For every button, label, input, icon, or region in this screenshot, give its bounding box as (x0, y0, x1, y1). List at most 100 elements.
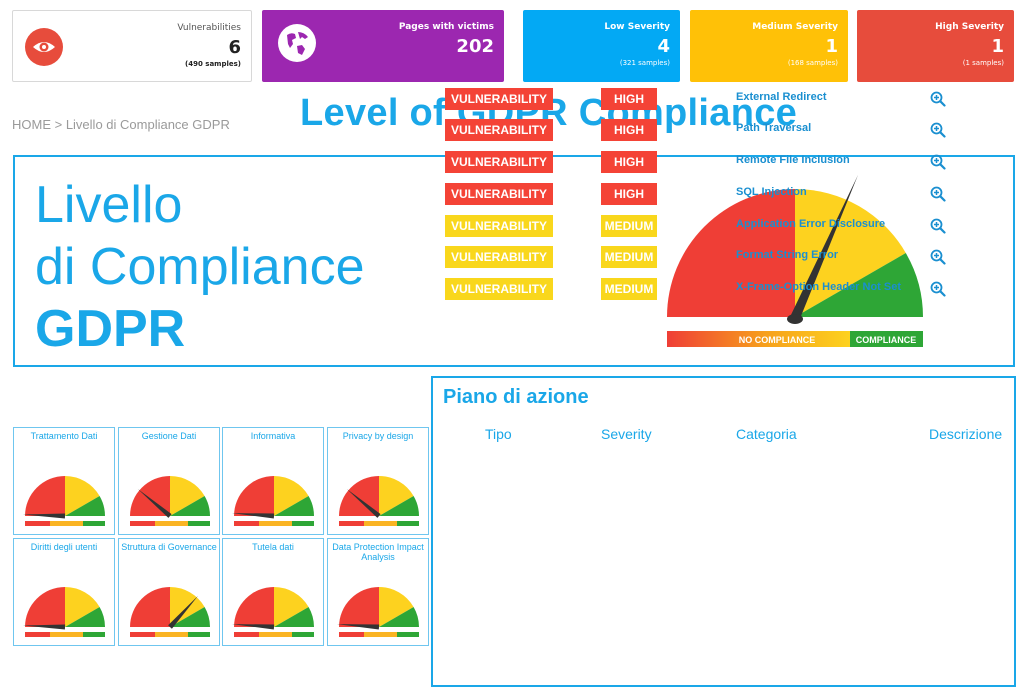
stat-card-vulnerabilities[interactable]: Vulnerabilities 6 (490 samples) (12, 10, 252, 82)
mini-gauge-needle (232, 513, 275, 519)
categoria-link[interactable]: SQL Injection (736, 186, 807, 198)
stat-value: 1 (825, 36, 838, 57)
mini-gauge-card[interactable]: Privacy by design (327, 427, 429, 535)
stat-card-high-severity[interactable]: High Severity 1 (1 samples) (857, 10, 1014, 82)
mini-gauge-dial (337, 587, 419, 637)
mini-gauge-card[interactable]: Diritti degli utenti (13, 538, 115, 646)
action-plan-row: VULNERABILITY HIGH SQL Injection (433, 183, 1014, 205)
globe-icon-badge (278, 24, 316, 62)
mini-gauge-card[interactable]: Struttura di Governance (118, 538, 220, 646)
hero-line-3: GDPR (35, 300, 186, 358)
mini-gauge-title: Informativa (250, 431, 296, 441)
hero-line-2: di Compliance (35, 238, 365, 296)
action-plan-row: VULNERABILITY HIGH Remote File Inclusion (433, 151, 1014, 173)
eye-icon-badge (25, 28, 63, 66)
tipo-badge: VULNERABILITY (445, 119, 553, 141)
hero-line-1: Livello (35, 176, 183, 234)
action-plan-panel: Piano di azione Tipo Severity Categoria … (431, 88, 1016, 687)
tipo-badge: VULNERABILITY (445, 183, 553, 205)
severity-badge: MEDIUM (601, 278, 657, 300)
mini-gauge-dial (130, 587, 210, 637)
action-plan-title: Piano di azione (443, 386, 589, 408)
globe-icon (280, 26, 314, 60)
mini-gauge-card[interactable]: Informativa (222, 427, 324, 535)
severity-badge: HIGH (601, 183, 657, 205)
severity-badge: HIGH (601, 88, 657, 110)
header-tipo: Tipo (485, 426, 512, 442)
stat-value: 6 (228, 37, 241, 58)
categoria-link[interactable]: Remote File Inclusion (736, 154, 850, 166)
header-categoria: Categoria (736, 426, 797, 442)
severity-badge: MEDIUM (601, 246, 657, 268)
severity-badge: HIGH (601, 151, 657, 173)
zoom-in-icon[interactable] (930, 218, 946, 234)
stat-label: Pages with victims (398, 22, 494, 32)
mini-gauge-dial (23, 587, 105, 637)
mini-gauge-title: Gestione Dati (141, 431, 197, 441)
breadcrumb[interactable]: HOME > Livello di Compliance GDPR (12, 117, 230, 132)
stat-value: 202 (456, 36, 494, 57)
mini-gauge-card[interactable]: Data Protection Impact Analysis (327, 538, 429, 646)
tipo-badge: VULNERABILITY (445, 215, 553, 237)
zoom-in-icon[interactable] (930, 186, 946, 202)
categoria-link[interactable]: Format String Error (736, 249, 839, 261)
severity-badge: MEDIUM (601, 215, 657, 237)
mini-gauge-title: Trattamento Dati (30, 431, 98, 441)
mini-gauge-needle (168, 595, 199, 629)
main-compliance-gauge: NO COMPLIANCE COMPLIANCE (667, 175, 923, 347)
action-plan-row: VULNERABILITY HIGH External Redirect (433, 88, 1014, 110)
stat-label: Vulnerabilities (177, 23, 241, 33)
mini-gauge-title: Data Protection Impact Analysis (332, 542, 424, 562)
mini-gauge-needle (23, 513, 66, 519)
categoria-link[interactable]: Path Traversal (736, 122, 812, 134)
stat-label: Medium Severity (752, 22, 838, 32)
zoom-in-icon[interactable] (930, 122, 946, 138)
mini-gauge-card[interactable]: Tutela dati (222, 538, 324, 646)
action-plan-row: VULNERABILITY HIGH Path Traversal (433, 119, 1014, 141)
eye-icon (33, 42, 55, 52)
stat-samples: (1 samples) (962, 59, 1004, 67)
mini-gauge-title: Diritti degli utenti (30, 542, 98, 552)
stat-value: 4 (657, 36, 670, 57)
action-plan-row: VULNERABILITY MEDIUM X-Frame-Option Header… (433, 278, 1014, 300)
stat-label: Low Severity (604, 22, 670, 32)
stat-value: 1 (991, 36, 1004, 57)
action-plan-row: VULNERABILITY MEDIUM Application Error Dis… (433, 215, 1014, 237)
tipo-badge: VULNERABILITY (445, 278, 553, 300)
severity-badge: HIGH (601, 119, 657, 141)
categoria-link[interactable]: External Redirect (736, 91, 827, 103)
categoria-link[interactable]: Application Error Disclosure (736, 218, 886, 230)
mini-gauge-needle (232, 624, 275, 630)
scale-label-no-compliance: NO COMPLIANCE (739, 335, 816, 345)
mini-gauge-dial (232, 476, 314, 526)
header-severity: Severity (601, 426, 652, 442)
stat-card-low-severity[interactable]: Low Severity 4 (321 samples) (523, 10, 680, 82)
mini-gauge-dial (130, 476, 210, 526)
mini-gauge-card[interactable]: Trattamento Dati (13, 427, 115, 535)
mini-gauge-title: Tutela dati (252, 542, 294, 552)
zoom-in-icon[interactable] (930, 281, 946, 297)
stat-samples: (168 samples) (787, 59, 838, 67)
stat-samples: (490 samples) (185, 60, 241, 68)
tipo-badge: VULNERABILITY (445, 88, 553, 110)
mini-gauge-title: Privacy by design (342, 431, 414, 441)
scale-label-compliance: COMPLIANCE (856, 335, 917, 345)
mini-gauge-card[interactable]: Gestione Dati (118, 427, 220, 535)
mini-gauge-needle (337, 624, 380, 630)
mini-gauge-dial (23, 476, 105, 526)
gauge-needle (789, 175, 858, 321)
zoom-in-icon[interactable] (930, 249, 946, 265)
mini-gauge-dial (232, 587, 314, 637)
stat-card-medium-severity[interactable]: Medium Severity 1 (168 samples) (690, 10, 848, 82)
categoria-link[interactable]: X-Frame-Option Header Not Set (736, 281, 902, 293)
tipo-badge: VULNERABILITY (445, 151, 553, 173)
zoom-in-icon[interactable] (930, 91, 946, 107)
tipo-badge: VULNERABILITY (445, 246, 553, 268)
stat-samples: (321 samples) (619, 59, 670, 67)
stat-card-pages-with-victims[interactable]: Pages with victims 202 (262, 10, 504, 82)
mini-gauge-needle (137, 489, 172, 518)
zoom-in-icon[interactable] (930, 154, 946, 170)
hero-panel: Livello di Compliance GDPR NO COMPLIANCE… (13, 155, 1015, 367)
action-plan-row: VULNERABILITY MEDIUM Format String Error (433, 246, 1014, 268)
mini-gauge-dial (339, 476, 419, 526)
